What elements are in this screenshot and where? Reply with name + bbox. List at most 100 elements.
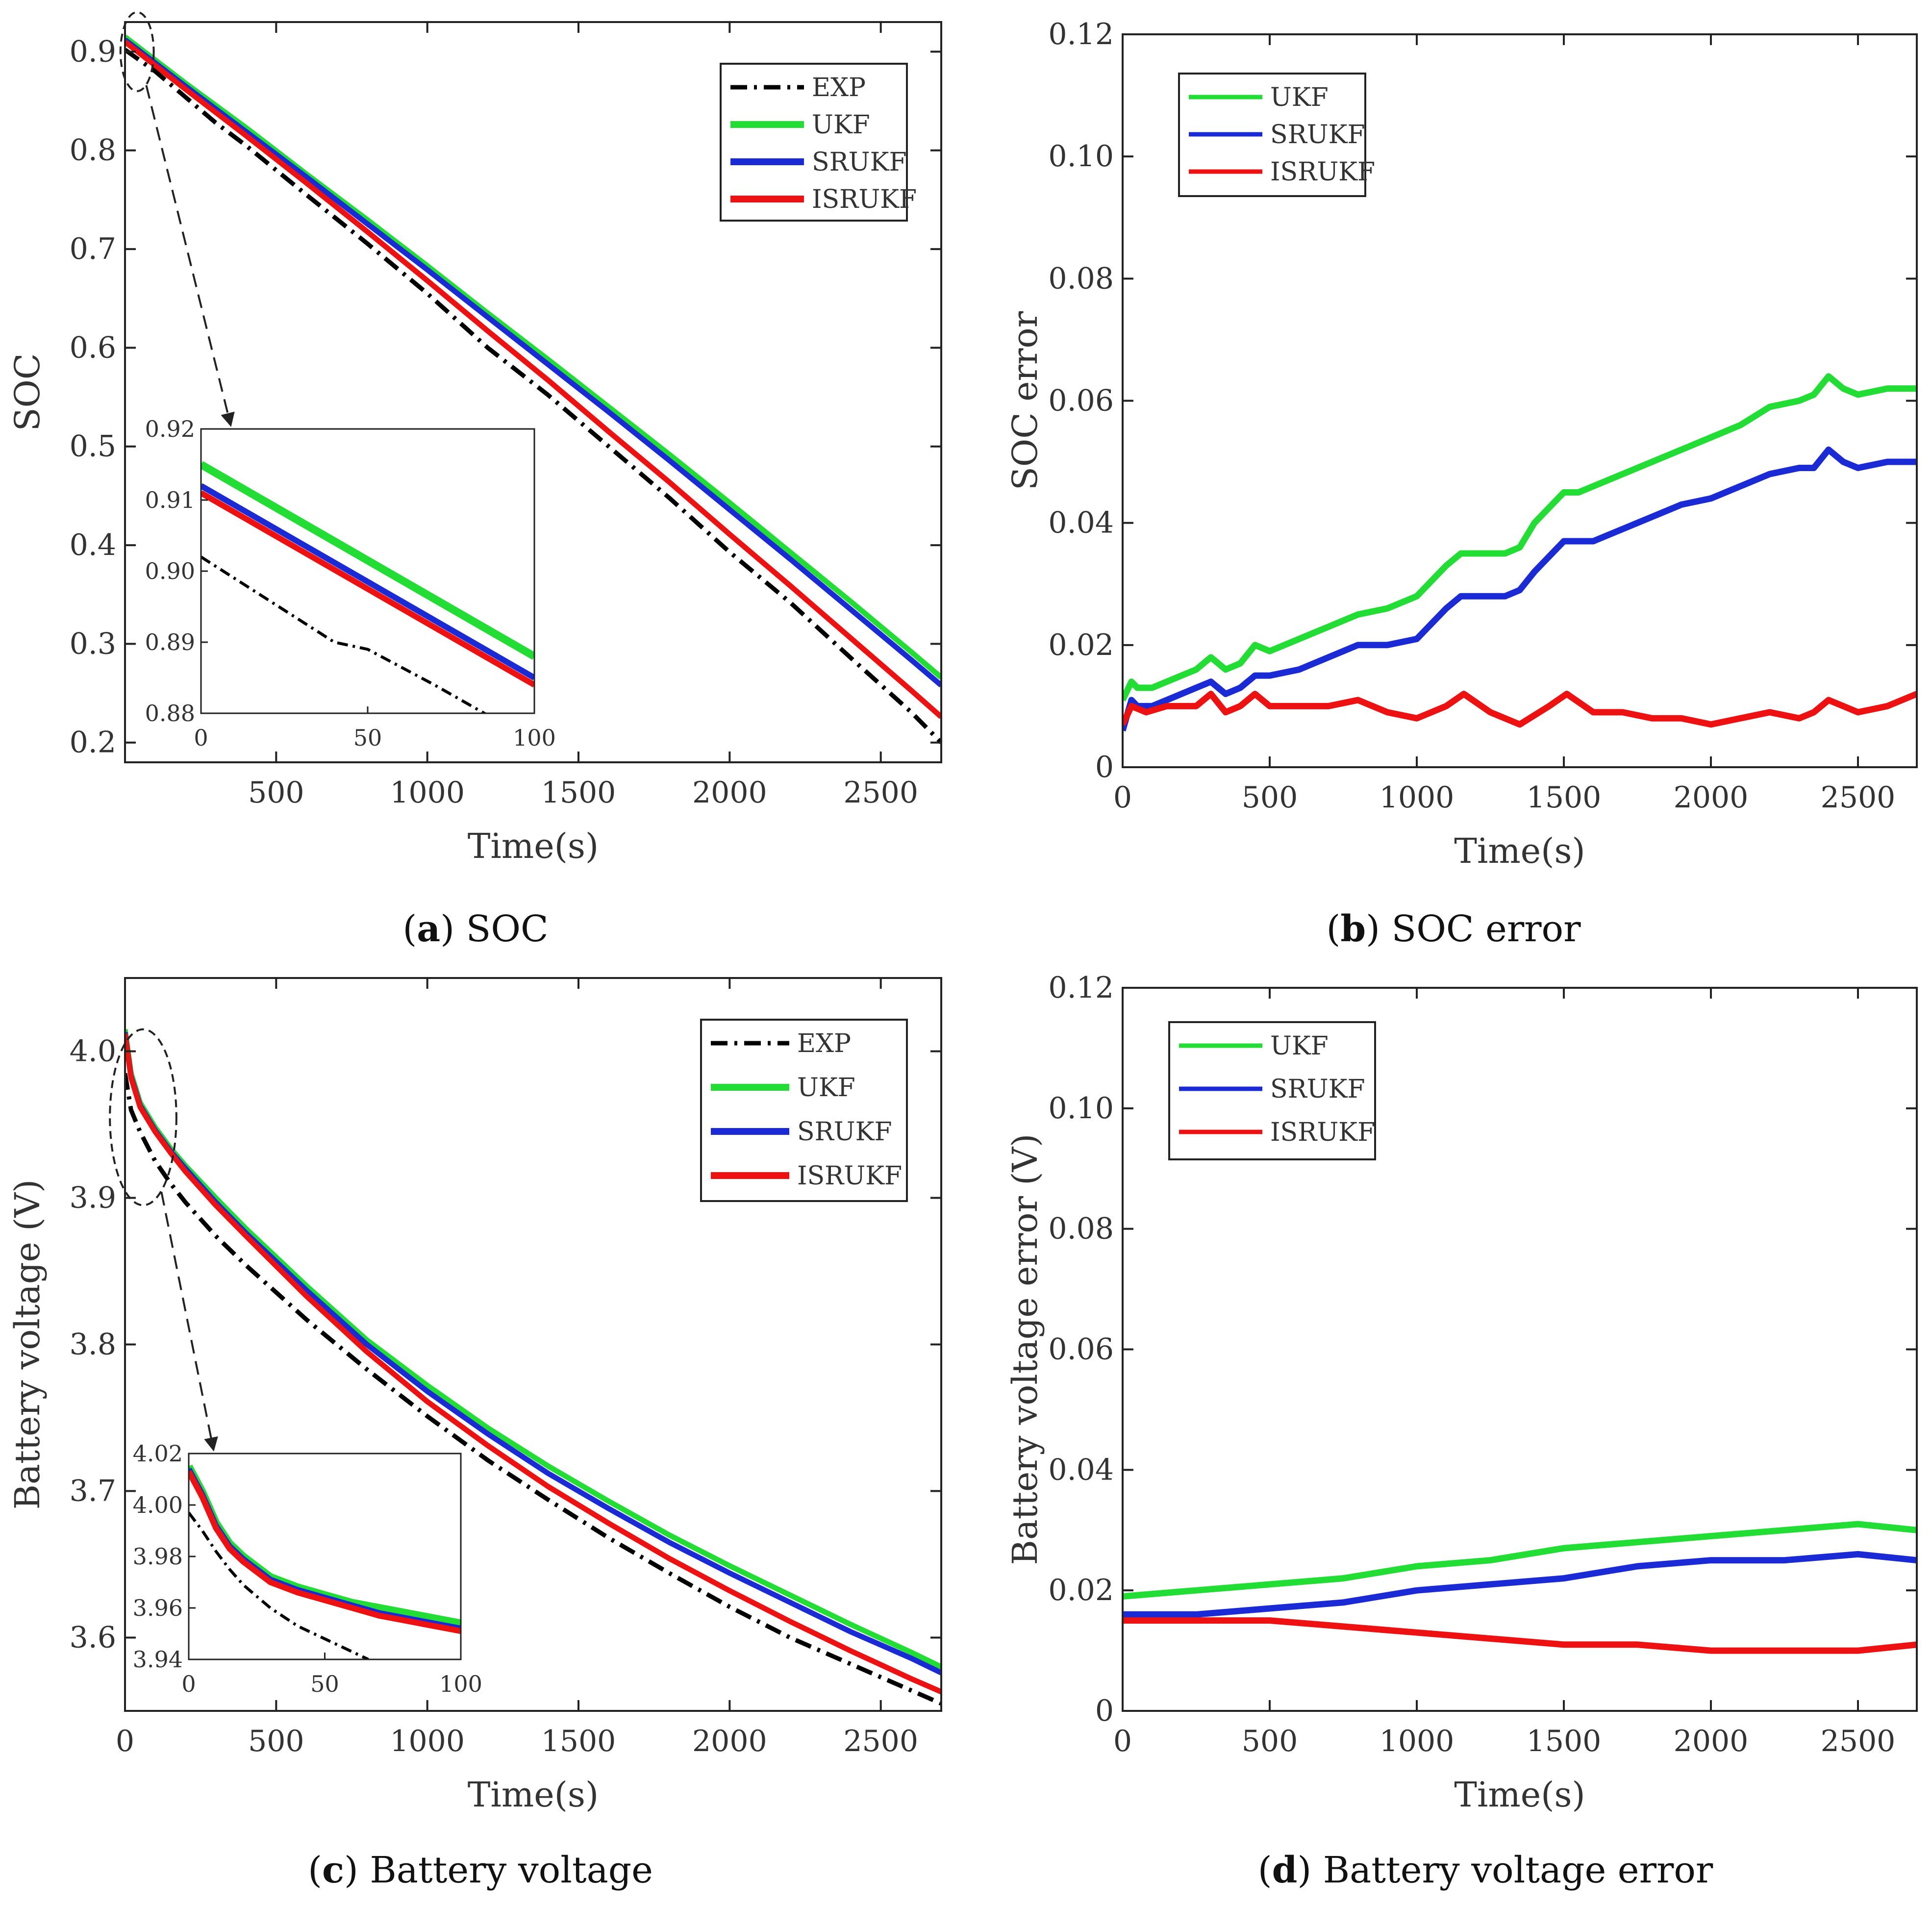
inset-x-tick-label: 50: [310, 1671, 339, 1697]
legend-label-isrukf: ISRUKF: [1270, 157, 1375, 187]
x-tick-label: 2500: [1821, 1724, 1896, 1758]
legend: EXP UKF SRUKF ISRUKF: [720, 63, 917, 222]
zoom-ellipse: [119, 11, 155, 92]
series-line-isrukf: [125, 1033, 941, 1695]
legend-label-ukf: UKF: [797, 1073, 855, 1103]
zoom-ellipse: [109, 1028, 177, 1206]
x-tick-label: 0: [1113, 780, 1132, 815]
caption-letter: c: [322, 1849, 344, 1891]
y-tick-label: 0.08: [1048, 261, 1114, 296]
inset-y-tick-label: 0.89: [145, 629, 195, 655]
series-group: [125, 34, 941, 744]
series-group: [1123, 1521, 1917, 1654]
y-tick-label: 0.12: [1048, 971, 1114, 1005]
legend-label-ukf: UKF: [812, 110, 870, 140]
zoom-arrow-head: [204, 1436, 218, 1452]
x-tick-label: 1000: [390, 776, 465, 810]
y-tick-label: 0.02: [1048, 1573, 1114, 1607]
x-tick-label: 2000: [692, 1724, 767, 1758]
chart-panel-b: 0 500 1000 1500 2000 2500 0 0.02 0.04 0.06 0.08 0.1…: [1005, 17, 1918, 950]
legend-label-ukf: UKF: [1270, 83, 1329, 112]
chart-panel-d: 0 500 1000 1500 2000 2500 0 0.02 0.04 0.06 0.08 0.1…: [1005, 971, 1918, 1891]
inset-y-tick-label: 0.90: [145, 558, 195, 584]
y-tick-label: 0.02: [1048, 628, 1114, 662]
inset-y-tick-label: 0.91: [145, 487, 195, 513]
x-tick-label: 1500: [541, 776, 616, 810]
y-tick-label: 3.6: [70, 1621, 116, 1655]
inset-series-isrukf: [189, 1470, 461, 1634]
legend-label-exp: EXP: [797, 1029, 851, 1058]
y-axis-label: Battery voltage (V): [7, 1179, 48, 1510]
x-tick-label: 2000: [1674, 780, 1749, 815]
inset-x-tick-label: 0: [181, 1671, 196, 1697]
series-line-isrukf: [125, 39, 941, 719]
y-axis-label: SOC error: [1005, 311, 1045, 490]
x-axis-label: Time(s): [468, 826, 599, 866]
x-tick-label: 500: [248, 776, 304, 810]
x-tick-label: 1000: [1380, 780, 1455, 815]
y-tick-label: 0.6: [70, 330, 116, 365]
legend-label-srukf: SRUKF: [797, 1117, 892, 1147]
x-tick-label: 2500: [1821, 780, 1896, 815]
x-axis-label: Time(s): [468, 1775, 599, 1815]
y-tick-label: 0.3: [70, 627, 116, 661]
y-tick-label: 0.06: [1048, 384, 1114, 418]
y-tick-label: 3.8: [70, 1328, 116, 1362]
legend-box: [720, 63, 908, 222]
y-tick-label: 0.12: [1048, 17, 1114, 51]
legend-label-exp: EXP: [812, 73, 866, 102]
x-tick-label: 2500: [843, 776, 918, 810]
x-axis-label: Time(s): [1454, 831, 1585, 871]
inset-series-exp: [201, 555, 488, 713]
panel-caption: (a) SOC: [402, 908, 548, 950]
inset-y-tick-label: 0.92: [145, 416, 195, 442]
zoom-arrow-line: [145, 85, 231, 425]
y-axis-label: Battery voltage error (V): [1005, 1134, 1045, 1565]
zoom-arrow-head: [221, 411, 235, 427]
zoom-arrow-line: [160, 1192, 214, 1449]
inset-x-tick-label: 100: [439, 1671, 482, 1697]
inset-y-tick-label: 4.00: [133, 1492, 183, 1518]
y-tick-label: 0.2: [70, 726, 116, 760]
y-tick-label: 0.9: [70, 34, 116, 69]
inset-y-tick-label: 4.02: [133, 1440, 183, 1467]
y-tick-label: 0.10: [1048, 1091, 1114, 1126]
series-line-ukf: [125, 34, 941, 680]
legend-label-isrukf: ISRUKF: [1270, 1118, 1375, 1147]
inset-background: [189, 1454, 461, 1659]
x-tick-label: 1500: [541, 1724, 616, 1758]
y-tick-label: 0: [1095, 750, 1114, 784]
x-tick-label: 500: [1242, 1724, 1298, 1758]
x-tick-label: 2000: [1674, 1724, 1749, 1758]
y-tick-label: 3.9: [70, 1181, 116, 1215]
y-axis-label: SOC: [7, 353, 48, 431]
inset-y-tick-label: 3.96: [133, 1595, 183, 1621]
inset-series-isrukf: [201, 490, 534, 688]
y-tick-label: 0.10: [1048, 139, 1114, 174]
inset-y-tick-label: 3.94: [133, 1646, 183, 1673]
series-line-isrukf: [1123, 1617, 1917, 1654]
x-tick-label: 1500: [1527, 780, 1602, 815]
legend-label-srukf: SRUKF: [1270, 120, 1365, 150]
legend-label-srukf: SRUKF: [1270, 1075, 1365, 1104]
legend-label-srukf: SRUKF: [812, 148, 907, 177]
y-tick-label: 0.5: [70, 429, 116, 464]
series-line-isrukf: [1123, 691, 1917, 728]
caption-text: SOC: [466, 908, 549, 950]
panel-caption: (c) Battery voltage: [308, 1849, 653, 1891]
y-tick-label: 0.04: [1048, 506, 1114, 540]
x-tick-label: 0: [1113, 1724, 1132, 1758]
x-tick-label: 2000: [692, 776, 767, 810]
y-tick-label: 0.08: [1048, 1212, 1114, 1246]
x-tick-label: 2500: [843, 1724, 918, 1758]
caption-letter: a: [417, 908, 440, 950]
series-line-srukf: [1123, 446, 1917, 732]
x-tick-label: 1000: [1380, 1724, 1455, 1758]
legend: EXP UKF SRUKF ISRUKF: [700, 1019, 908, 1202]
series-line-srukf: [1123, 1551, 1917, 1618]
caption-letter: d: [1272, 1849, 1298, 1891]
legend-box: [700, 1019, 908, 1202]
series-line-srukf: [125, 37, 941, 688]
x-tick-label: 1000: [390, 1724, 465, 1758]
caption-letter: b: [1340, 908, 1366, 950]
